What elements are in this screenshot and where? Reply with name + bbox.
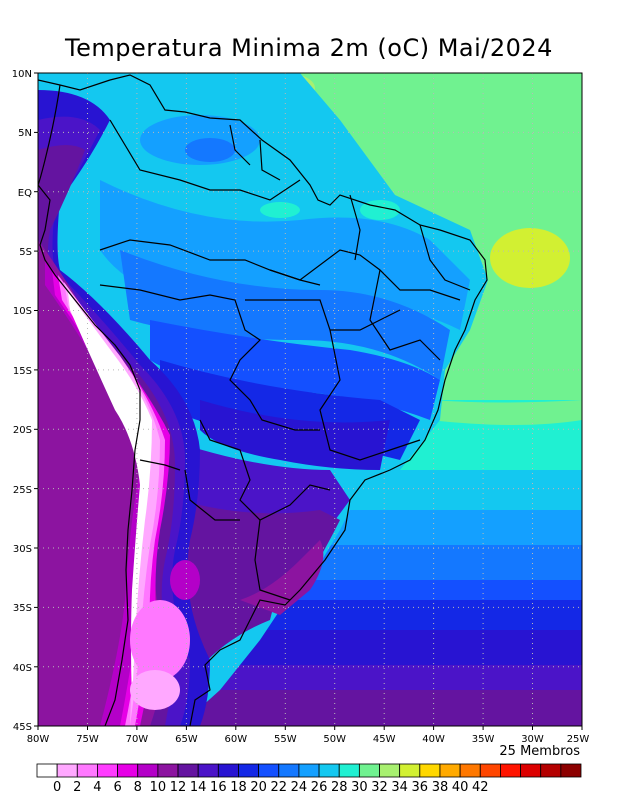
lon-label: 50W — [323, 734, 346, 745]
lon-label: 45W — [373, 734, 396, 745]
colorbar-label: 0 — [53, 780, 61, 795]
colorbar-swatch — [278, 763, 300, 778]
colorbar-swatch — [137, 763, 159, 778]
lat-label: 25S — [13, 485, 32, 496]
colorbar-label: 12 — [170, 780, 187, 795]
colorbar-swatch — [97, 763, 118, 778]
colorbar-swatch — [358, 763, 380, 778]
lat-label: 15S — [13, 366, 32, 377]
lon-label: 35W — [472, 734, 495, 745]
lon-label: 60W — [224, 734, 247, 745]
lon-label: 65W — [175, 734, 198, 745]
colorbar-label: 32 — [371, 780, 388, 795]
colorbar-label: 8 — [134, 780, 142, 795]
colorbar-swatch — [117, 763, 139, 778]
lat-label: 5S — [19, 247, 32, 258]
colorbar-label: 28 — [331, 780, 348, 795]
lon-label: 70W — [126, 734, 149, 745]
colorbar-swatch — [298, 763, 320, 778]
members-label: 25 Membros — [499, 744, 580, 759]
temperature-field — [38, 73, 582, 726]
colorbar-swatch — [379, 763, 401, 778]
colorbar-label: 10 — [150, 780, 167, 795]
colorbar-swatch — [258, 763, 280, 778]
colorbar-label: 26 — [311, 780, 328, 795]
colorbar-label: 2 — [73, 780, 81, 795]
colorbar-swatch — [56, 763, 78, 778]
colorbar-label: 4 — [93, 780, 101, 795]
lat-label: 45S — [13, 722, 32, 733]
colorbar-label: 14 — [190, 780, 207, 795]
lat-label: 20S — [13, 425, 32, 436]
colorbar-swatch — [217, 763, 239, 778]
colorbar-swatch — [479, 763, 501, 778]
lat-label: EQ — [18, 188, 32, 199]
colorbar-swatch — [238, 763, 260, 778]
colorbar-swatch — [459, 763, 481, 778]
colorbar-swatch — [197, 763, 219, 778]
colorbar-label: 38 — [432, 780, 449, 795]
colorbar-swatch — [399, 763, 421, 778]
latitude-labels: 10N 5N EQ 5S 10S 15S 20S 25S 30S 35S 40S… — [12, 69, 32, 733]
colorbar-swatch — [36, 763, 58, 778]
lon-label: 30W — [521, 734, 544, 745]
colorbar-label: 40 — [452, 780, 469, 795]
lat-lon-grid — [38, 73, 582, 726]
coastline-borders — [38, 74, 488, 726]
colorbar-label: 20 — [250, 780, 267, 795]
colorbar: 0 2 4 6 8 10 12 14 16 18 20 22 24 26 28 30 32 34 36 38 40 42 — [36, 763, 582, 795]
lon-label: 55W — [274, 734, 297, 745]
lon-label: 25W — [567, 734, 590, 745]
map-title: Temperatura Minima 2m (oC) Mai/2024 — [65, 34, 553, 62]
colorbar-label: 36 — [412, 780, 429, 795]
longitude-labels: 80W 75W 70W 65W 60W 55W 50W 45W 40W 35W … — [27, 734, 590, 745]
colorbar-swatch — [540, 763, 562, 778]
lat-label: 30S — [13, 544, 32, 555]
colorbar-label: 18 — [230, 780, 247, 795]
colorbar-swatch — [76, 763, 98, 778]
colorbar-swatch — [560, 763, 582, 778]
colorbar-swatch — [157, 763, 179, 778]
colorbar-swatch — [520, 763, 542, 778]
lat-label: 35S — [13, 603, 32, 614]
colorbar-swatch — [500, 763, 521, 778]
colorbar-swatch — [439, 763, 461, 778]
lon-label: 75W — [76, 734, 99, 745]
colorbar-label: 42 — [472, 780, 489, 795]
lat-label: 40S — [13, 663, 32, 674]
colorbar-label: 16 — [210, 780, 227, 795]
colorbar-label: 24 — [291, 780, 308, 795]
lon-label: 40W — [422, 734, 445, 745]
colorbar-swatch — [177, 763, 199, 778]
lon-label: 80W — [27, 734, 50, 745]
lat-label: 5N — [18, 128, 32, 139]
lat-label: 10N — [12, 69, 32, 80]
map-frame — [37, 72, 583, 727]
colorbar-swatch — [338, 763, 360, 778]
axis-ticks — [34, 72, 583, 730]
colorbar-label: 6 — [113, 780, 121, 795]
colorbar-label: 34 — [391, 780, 408, 795]
lat-label: 10S — [13, 306, 32, 317]
colorbar-swatch — [318, 763, 340, 778]
colorbar-label: 22 — [271, 780, 288, 795]
colorbar-label: 30 — [351, 780, 368, 795]
colorbar-swatch — [419, 763, 441, 778]
